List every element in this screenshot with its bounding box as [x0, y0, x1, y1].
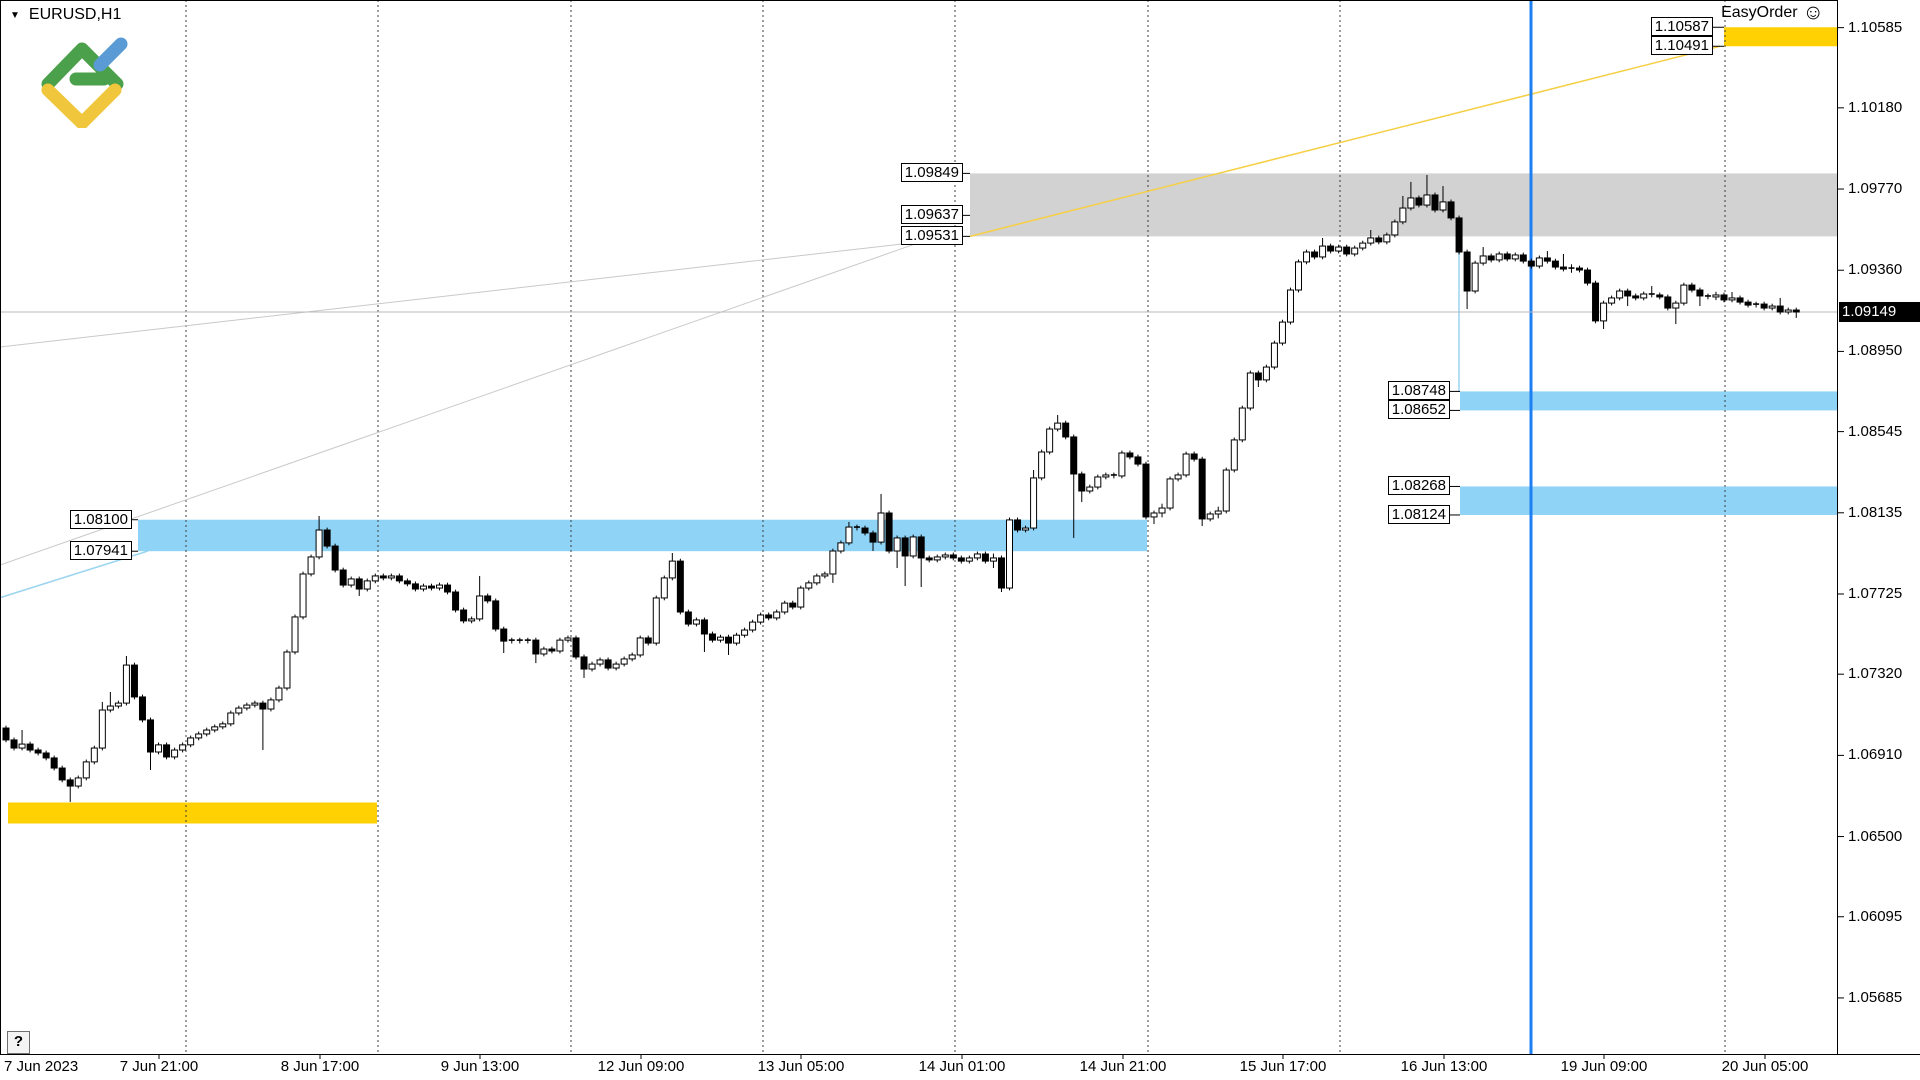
price-axis-label: 1.10180 [1848, 98, 1903, 116]
supply-demand-zone[interactable] [8, 802, 377, 824]
price-level-label[interactable]: 1.08100 [69, 509, 132, 529]
price-axis-label: 1.05685 [1848, 988, 1903, 1006]
price-axis-label: 1.06095 [1848, 907, 1903, 925]
supply-demand-zone[interactable] [1460, 391, 1837, 411]
current-price-tag: 1.09149 [1839, 302, 1920, 322]
price-level-label[interactable]: 1.08748 [1387, 381, 1450, 401]
supply-demand-zone[interactable] [1724, 27, 1837, 47]
price-axis-label: 1.06500 [1848, 827, 1903, 845]
price-level-label[interactable]: 1.07941 [69, 541, 132, 561]
time-axis-label: 7 Jun 2023 [4, 1058, 79, 1075]
time-axis-label: 13 Jun 05:00 [757, 1058, 845, 1075]
time-axis-label: 15 Jun 17:00 [1239, 1058, 1327, 1075]
symbol-label-group[interactable]: ▼ EURUSD,H1 [10, 6, 121, 24]
price-axis-label: 1.08950 [1848, 342, 1903, 360]
time-axis-label: 12 Jun 09:00 [597, 1058, 685, 1075]
price-level-label[interactable]: 1.09531 [900, 226, 963, 246]
supply-demand-zone[interactable] [970, 173, 1837, 237]
price-axis-label: 1.08135 [1848, 503, 1903, 521]
time-axis-label: 7 Jun 21:00 [119, 1058, 199, 1075]
easyorder-label: EasyOrder [1721, 4, 1798, 21]
easyorder-badge[interactable]: EasyOrder ☺ [1721, 1, 1824, 24]
price-axis-label: 1.08545 [1848, 422, 1903, 440]
price-axis-label: 1.09770 [1848, 180, 1903, 198]
price-axis-label: 1.10585 [1848, 18, 1903, 36]
trendline[interactable] [969, 45, 1721, 238]
price-level-label[interactable]: 1.08268 [1387, 476, 1450, 496]
time-axis-label: 14 Jun 21:00 [1079, 1058, 1167, 1075]
supply-demand-zone[interactable] [138, 519, 1147, 552]
symbol-period-label: EURUSD,H1 [28, 6, 122, 23]
candles [2, 174, 1800, 802]
litefinance-logo [41, 37, 128, 128]
time-axis-label: 20 Jun 05:00 [1721, 1058, 1809, 1075]
symbol-dropdown-icon[interactable]: ▼ [10, 9, 20, 21]
price-axis-label: 1.09360 [1848, 261, 1903, 279]
smiley-icon: ☺ [1802, 1, 1824, 24]
price-level-label[interactable]: 1.08124 [1387, 504, 1450, 524]
time-axis-label: 19 Jun 09:00 [1560, 1058, 1648, 1075]
time-axis-label: 9 Jun 13:00 [440, 1058, 520, 1075]
price-level-label[interactable]: 1.09637 [900, 205, 963, 225]
supply-demand-zone[interactable] [1460, 486, 1837, 515]
price-level-label[interactable]: 1.10587 [1650, 17, 1713, 37]
help-button[interactable]: ? [7, 1031, 30, 1054]
time-axis-label: 8 Jun 17:00 [280, 1058, 360, 1075]
price-level-label[interactable]: 1.09849 [900, 163, 963, 183]
price-axis-label: 1.07725 [1848, 584, 1903, 602]
price-axis-label: 1.07320 [1848, 665, 1903, 683]
price-level-label[interactable]: 1.10491 [1650, 36, 1713, 56]
price-axis-label: 1.06910 [1848, 746, 1903, 764]
trendline[interactable] [0, 235, 939, 566]
time-axis-label: 16 Jun 13:00 [1400, 1058, 1488, 1075]
price-level-label[interactable]: 1.08652 [1387, 400, 1450, 420]
time-axis-label: 14 Jun 01:00 [918, 1058, 1006, 1075]
trendline[interactable] [0, 239, 939, 348]
